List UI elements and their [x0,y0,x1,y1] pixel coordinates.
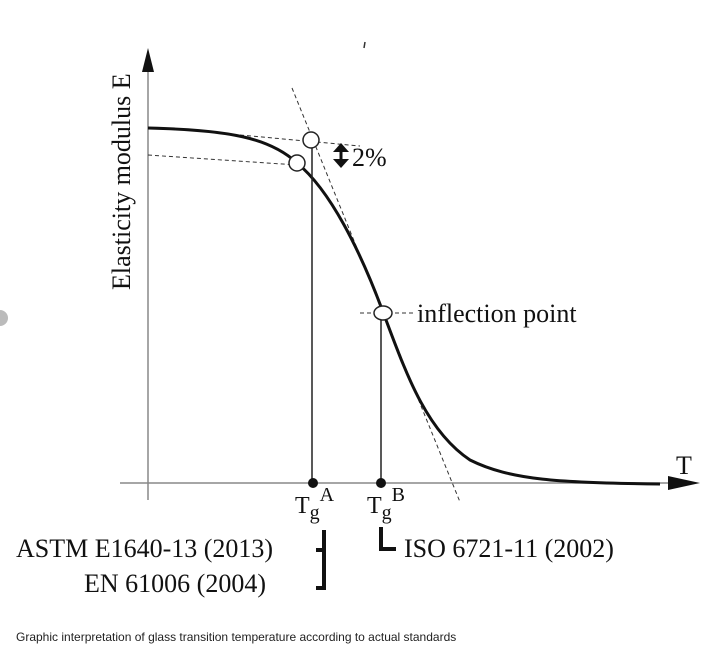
astm-label: ASTM E1640-13 (2013) [16,534,273,563]
inflection-label: inflection point [417,299,577,328]
point-onset [288,154,306,172]
en-label: EN 61006 (2004) [84,569,266,598]
x-arrow [668,476,700,490]
tg-sup: B [392,484,405,506]
tg-a-dot [308,478,318,488]
delta-label: 2% [352,143,387,172]
iso-label: ISO 6721-11 (2002) [404,534,614,563]
delta-arrow-down [333,159,349,168]
caption: Graphic interpretation of glass transiti… [16,630,456,644]
y-arrow [142,48,154,72]
tg-b-label: TgB [367,484,405,524]
tg-base: T [367,493,382,519]
astm-bracket [316,530,326,590]
point-2pct [302,131,320,149]
tg-sub: g [310,502,320,524]
tangents [147,87,461,503]
y-axis-label: Elasticity modulus E [107,73,136,290]
modulus-curve [147,126,661,486]
speck [363,41,366,49]
tg-a-label: TgA [295,484,335,524]
scroll-handle [0,310,8,326]
tg-sub: g [382,502,392,524]
tg-sup: A [320,484,335,506]
iso-bracket [379,527,396,551]
delta-arrow-up [333,143,349,152]
tg-base: T [295,493,310,519]
tg-b-dot [376,478,386,488]
x-axis-label: T [676,451,692,480]
point-inflection [373,305,393,321]
